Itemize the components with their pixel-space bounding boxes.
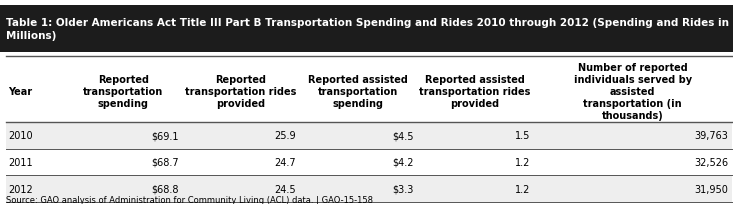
Text: 2011: 2011: [8, 157, 33, 167]
Bar: [6, 122, 732, 149]
Text: 24.7: 24.7: [274, 157, 296, 167]
Bar: [6, 149, 732, 175]
Text: Reported assisted
transportation
spending: Reported assisted transportation spendin…: [308, 75, 408, 109]
Text: 2010: 2010: [8, 131, 33, 141]
Text: $68.8: $68.8: [151, 184, 179, 194]
Text: 1.2: 1.2: [515, 157, 531, 167]
Text: Reported
transportation
spending: Reported transportation spending: [83, 75, 163, 109]
Text: Source: GAO analysis of Administration for Community Living (ACL) data. | GAO-15: Source: GAO analysis of Administration f…: [6, 195, 373, 204]
Text: 1.5: 1.5: [515, 131, 531, 141]
Text: $3.3: $3.3: [392, 184, 413, 194]
Text: 2012: 2012: [8, 184, 33, 194]
Text: Number of reported
individuals served by
assisted
transportation (in
thousands): Number of reported individuals served by…: [573, 63, 692, 121]
Text: Reported assisted
transportation rides
provided: Reported assisted transportation rides p…: [419, 75, 531, 109]
Text: 31,950: 31,950: [695, 184, 729, 194]
Text: $4.5: $4.5: [392, 131, 413, 141]
Text: $4.2: $4.2: [392, 157, 413, 167]
Text: Table 1: Older Americans Act Title III Part B Transportation Spending and Rides : Table 1: Older Americans Act Title III P…: [6, 18, 729, 41]
Text: Reported
transportation rides
provided: Reported transportation rides provided: [185, 75, 296, 109]
Text: 1.2: 1.2: [515, 184, 531, 194]
Text: 25.9: 25.9: [274, 131, 296, 141]
Text: 32,526: 32,526: [694, 157, 729, 167]
Text: $69.1: $69.1: [151, 131, 179, 141]
Bar: [6, 175, 732, 202]
Text: 39,763: 39,763: [695, 131, 729, 141]
Text: Year: Year: [8, 87, 32, 97]
Text: $68.7: $68.7: [151, 157, 179, 167]
Text: 24.5: 24.5: [274, 184, 296, 194]
Bar: [0, 6, 733, 53]
